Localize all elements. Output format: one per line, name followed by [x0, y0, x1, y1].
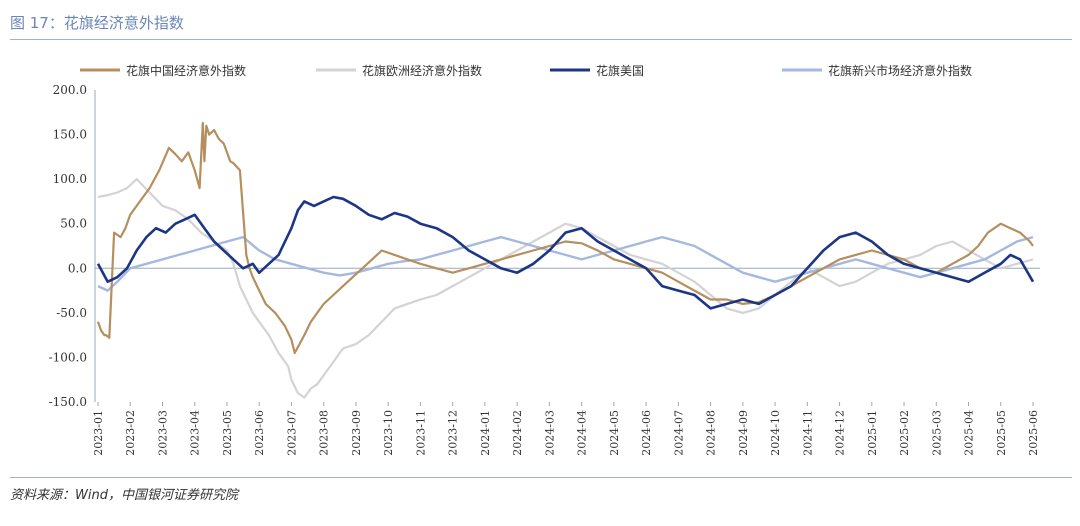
- x-tick-label: 2023-02: [124, 410, 137, 456]
- x-tick-label: 2025-02: [898, 410, 911, 456]
- y-tick-label: 0.0: [68, 261, 87, 275]
- y-tick-label: 200.0: [53, 83, 87, 97]
- x-tick-label: 2024-11: [801, 410, 814, 456]
- legend-label-us: 花旗美国: [596, 63, 644, 78]
- legend-label-europe: 花旗欧洲经济意外指数: [362, 63, 482, 78]
- legend-label-china: 花旗中国经济意外指数: [126, 63, 246, 78]
- title-divider: [10, 39, 1072, 40]
- x-tick-label: 2024-07: [672, 410, 685, 456]
- series-line-em: [97, 235, 1034, 292]
- x-tick-label: 2024-06: [640, 410, 653, 456]
- x-tick-label: 2025-04: [963, 410, 976, 456]
- y-tick-label: 100.0: [53, 172, 87, 186]
- x-tick-label: 2024-12: [834, 410, 847, 456]
- y-tick-label: 150.0: [53, 128, 87, 142]
- x-tick-label: 2024-05: [608, 410, 621, 456]
- x-tick-label: 2024-04: [576, 410, 589, 456]
- series-line-us: [96, 195, 1035, 310]
- x-tick-label: 2023-04: [189, 410, 202, 456]
- chart-title: 图 17：花旗经济意外指数: [10, 14, 184, 32]
- x-tick-label: 2023-05: [221, 410, 234, 456]
- x-tick-label: 2025-01: [866, 410, 879, 456]
- x-tick-label: 2023-10: [382, 410, 395, 456]
- y-tick-label: -150.0: [49, 395, 87, 409]
- y-tick-label: -50.0: [56, 306, 87, 320]
- x-tick-label: 2023-11: [414, 410, 427, 456]
- legend-label-em: 花旗新兴市场经济意外指数: [828, 63, 972, 78]
- x-tick-label: 2023-03: [156, 410, 169, 456]
- footer-divider: [10, 477, 1072, 478]
- x-tick-label: 2025-06: [1027, 410, 1040, 456]
- y-tick-label: 50.0: [60, 217, 87, 231]
- x-tick-label: 2023-09: [350, 410, 363, 456]
- x-tick-label: 2024-10: [769, 410, 782, 456]
- x-tick-label: 2023-08: [318, 410, 331, 456]
- x-tick-label: 2025-05: [995, 410, 1008, 456]
- source-note: 资料来源：Wind，中国银河证券研究院: [10, 488, 238, 503]
- x-tick-label: 2024-01: [479, 410, 492, 456]
- series-line-europe: [97, 178, 1034, 399]
- x-tick-label: 2024-02: [511, 410, 524, 456]
- x-tick-label: 2023-07: [285, 410, 298, 456]
- x-tick-label: 2024-08: [705, 410, 718, 456]
- x-tick-label: 2023-12: [447, 410, 460, 456]
- line-chart: 200.0 150.0 100.0 50.0 0.0 -50.0 -100.0 -150.0 2…: [49, 63, 1040, 456]
- x-tick-label: 2023-01: [92, 410, 105, 456]
- y-tick-label: -100.0: [49, 350, 87, 364]
- x-tick-label: 2023-06: [253, 410, 266, 456]
- x-tick-label: 2024-09: [737, 410, 750, 456]
- x-tick-label: 2024-03: [543, 410, 556, 456]
- series-line-china: [96, 121, 1034, 355]
- x-tick-label: 2025-03: [930, 410, 943, 456]
